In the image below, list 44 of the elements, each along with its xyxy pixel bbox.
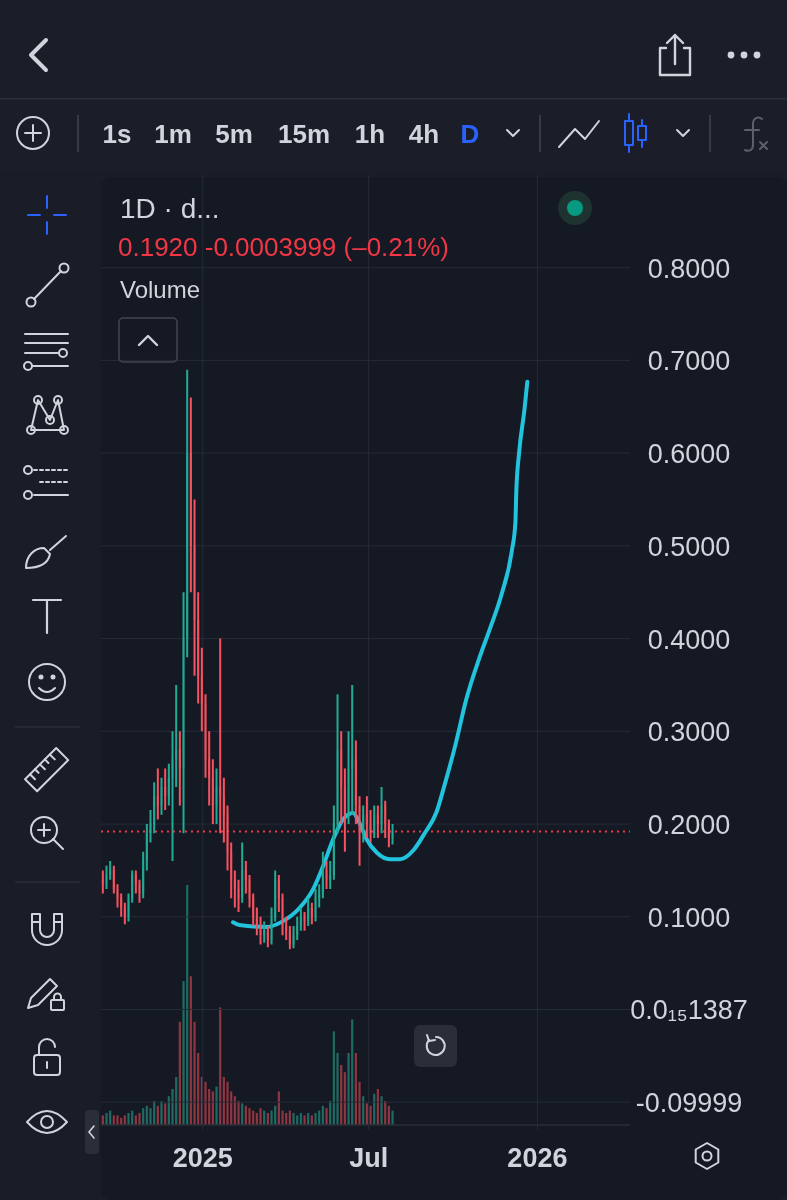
y-tick-label: 0.6000 (647, 439, 731, 470)
bar (369, 1105, 372, 1125)
text: 1s (102, 119, 132, 149)
y-tick-label: 0.8000 (647, 253, 731, 284)
bar (215, 1086, 218, 1125)
bar (391, 1110, 394, 1125)
line-series (231, 379, 530, 929)
bar (314, 1113, 317, 1125)
text: 5m (215, 119, 253, 149)
bar (105, 1113, 108, 1125)
text: 1D · d... (120, 193, 220, 224)
bar (325, 1108, 328, 1125)
y-tick-label: 0.5000 (647, 531, 731, 562)
bar (138, 1113, 141, 1125)
y-tick-label: 0.7000 (647, 346, 731, 377)
text: 1m (154, 119, 192, 149)
y-tick-label: 0.1000 (647, 902, 731, 933)
x-tick-label: 2026 (507, 1143, 568, 1173)
bar (303, 1115, 306, 1125)
y-tick-label: 0.2000 (647, 810, 731, 841)
bar (127, 1113, 130, 1125)
bar (116, 1115, 119, 1125)
y-tick-label: -0.09999 (635, 1088, 743, 1119)
annotation: 0.1920 -0.0003999 (–0.21%) (118, 232, 450, 262)
bar (380, 1096, 383, 1125)
text: 1h (354, 119, 386, 149)
text: 15m (277, 119, 331, 149)
x-tick-label: Jul (349, 1143, 389, 1173)
bar (248, 1108, 251, 1125)
bar (226, 1081, 229, 1125)
bar (204, 1081, 207, 1125)
y-tick-label: 0.3000 (647, 717, 731, 748)
bar (259, 1108, 262, 1125)
x-tick-label: 2025 (172, 1143, 233, 1173)
bar (160, 1101, 163, 1125)
bar (270, 1110, 273, 1125)
chart-title: Volume (120, 276, 201, 303)
y-tick-label: 0.0₁₅1387 (630, 995, 748, 1026)
y-tick-label: 0.4000 (647, 624, 731, 655)
bar (292, 1113, 295, 1125)
candlestick (219, 638, 222, 834)
text: 4h (408, 119, 440, 149)
bar (351, 1019, 354, 1125)
text: D (460, 119, 480, 149)
